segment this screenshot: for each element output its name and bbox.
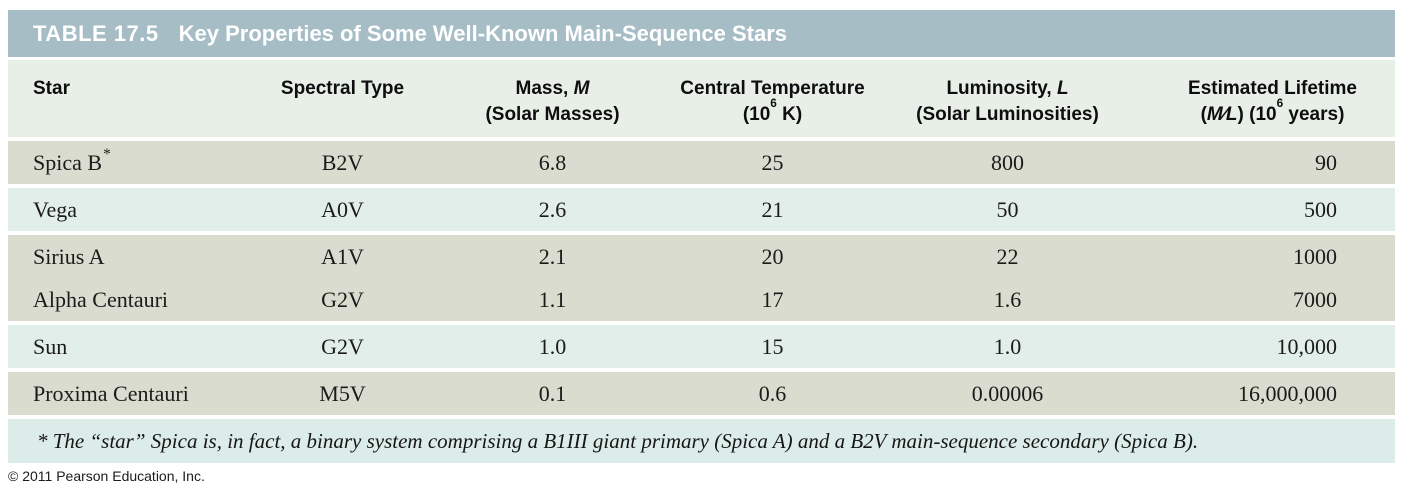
cell-central_temperature: 25 [761, 149, 784, 175]
header-line1: Star [33, 78, 70, 99]
cell-luminosity: 1.6 [993, 286, 1022, 312]
cell-lifetime: 90 [1315, 149, 1337, 175]
cell-mass: 1.1 [538, 286, 567, 312]
cell-lifetime: 16,000,000 [1238, 380, 1337, 406]
table-number: TABLE 17.5 [33, 20, 159, 46]
cell-mass: 0.1 [538, 380, 567, 406]
table-row: Spica B * B2V 6.8 25 800 90 [8, 141, 1395, 184]
cell-central_temperature: 0.6 [758, 380, 787, 406]
footnote-marker: * [103, 145, 111, 163]
cell-star: Sirius A [8, 235, 260, 278]
star-name: Vega [33, 196, 77, 222]
table-footnote: * The “star” Spica is, in fact, a binary… [8, 419, 1395, 463]
cell-lifetime: 7000 [1293, 286, 1337, 312]
column-header-luminosity: Luminosity, L (Solar Luminosities) [865, 60, 1150, 137]
table-title: Key Properties of Some Well-Known Main-S… [178, 20, 788, 46]
cell-lifetime: 10,000 [1276, 333, 1338, 359]
header-line1: Mass, M [515, 78, 590, 99]
cell-star: Spica B * [8, 141, 260, 184]
cell-luminosity: 800 [991, 149, 1024, 175]
cell-luminosity: 22 [996, 243, 1019, 269]
column-header-central_temperature: Central Temperature (106 K) [680, 60, 865, 137]
cell-spectral_type: G2V [321, 333, 364, 359]
column-header-lifetime: Estimated Lifetime (M∕L) (106 years) [1150, 60, 1395, 137]
cell-spectral_type: G2V [321, 286, 364, 312]
cell-central_temperature: 17 [761, 286, 784, 312]
column-header-star: Star [8, 60, 260, 137]
cell-spectral_type: A0V [321, 196, 364, 222]
header-line2: (Solar Luminosities) [916, 104, 1099, 125]
header-line2: (M∕L) (106 years) [1200, 97, 1345, 125]
column-header-spectral_type: Spectral Type [260, 60, 425, 137]
cell-mass: 6.8 [538, 149, 567, 175]
cell-central_temperature: 20 [761, 243, 784, 269]
star-name: Proxima Centauri [33, 380, 189, 406]
cell-spectral_type: B2V [321, 149, 364, 175]
cell-mass: 2.1 [538, 243, 567, 269]
table-header-row: Star Spectral Type Mass, M (Solar Masses) Ce… [8, 60, 1395, 137]
header-line2: (106 K) [742, 97, 803, 125]
table-row: Sirius A A1V 2.1 20 22 1000 [8, 235, 1395, 278]
cell-star: Vega [8, 188, 260, 231]
cell-luminosity: 0.00006 [971, 380, 1044, 406]
table-row: Alpha Centauri G2V 1.1 17 1.6 7000 [8, 278, 1395, 321]
table: Star Spectral Type Mass, M (Solar Masses) Ce… [8, 60, 1395, 463]
cell-star: Proxima Centauri [8, 372, 260, 415]
cell-central_temperature: 15 [761, 333, 784, 359]
table-row: Vega A0V 2.6 21 50 500 [8, 188, 1395, 231]
star-name: Spica B [33, 149, 103, 175]
table-row: Proxima Centauri M5V 0.1 0.6 0.00006 16,000,0… [8, 372, 1395, 415]
cell-mass: 2.6 [538, 196, 567, 222]
footnote-text: * The “star” Spica is, in fact, a binary… [37, 428, 1199, 453]
star-name: Sirius A [33, 243, 105, 269]
header-line2: (Solar Masses) [485, 104, 620, 125]
cell-star: Alpha Centauri [8, 278, 260, 321]
cell-spectral_type: A1V [321, 243, 364, 269]
star-name: Sun [33, 333, 68, 359]
cell-star: Sun [8, 325, 260, 368]
table-row: Sun G2V 1.0 15 1.0 10,000 [8, 325, 1395, 368]
copyright-text: © 2011 Pearson Education, Inc. [8, 468, 205, 484]
cell-spectral_type: M5V [319, 380, 366, 406]
cell-luminosity: 1.0 [993, 333, 1022, 359]
cell-lifetime: 1000 [1293, 243, 1337, 269]
header-line1: Estimated Lifetime [1188, 78, 1357, 99]
header-line1: Luminosity, L [946, 78, 1069, 99]
star-name: Alpha Centauri [33, 286, 169, 312]
cell-mass: 1.0 [538, 333, 567, 359]
cell-lifetime: 500 [1304, 196, 1337, 222]
cell-luminosity: 50 [996, 196, 1019, 222]
header-line1: Spectral Type [280, 78, 405, 99]
column-header-mass: Mass, M (Solar Masses) [425, 60, 680, 137]
header-line1: Central Temperature [680, 78, 865, 99]
cell-central_temperature: 21 [761, 196, 784, 222]
table-title-bar: TABLE 17.5 Key Properties of Some Well-K… [8, 10, 1395, 57]
table-body: Spica B * B2V 6.8 25 800 90 Vega A0V 2.6 21 50 500 Si… [8, 141, 1395, 415]
